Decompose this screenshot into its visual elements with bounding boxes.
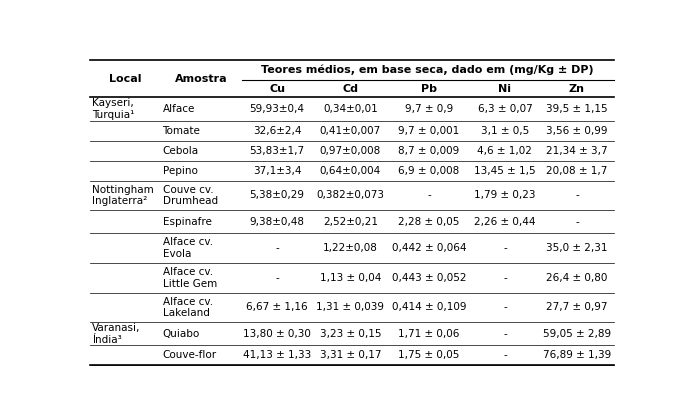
Text: Ni: Ni: [498, 84, 512, 94]
Text: 0,382±0,073: 0,382±0,073: [316, 190, 385, 200]
Text: 39,5 ± 1,15: 39,5 ± 1,15: [546, 104, 608, 114]
Text: Alface cv.
Little Gem: Alface cv. Little Gem: [162, 267, 217, 288]
Text: -: -: [503, 273, 507, 283]
Text: Teores médios, em base seca, dado em (mg/Kg ± DP): Teores médios, em base seca, dado em (mg…: [262, 64, 594, 75]
Text: 8,7 ± 0,009: 8,7 ± 0,009: [398, 145, 460, 155]
Text: 27,7 ± 0,97: 27,7 ± 0,97: [546, 302, 608, 312]
Text: 6,3 ± 0,07: 6,3 ± 0,07: [477, 104, 532, 114]
Text: Cd: Cd: [342, 84, 358, 94]
Text: 13,80 ± 0,30: 13,80 ± 0,30: [243, 329, 311, 339]
Text: 1,13 ± 0,04: 1,13 ± 0,04: [320, 273, 381, 283]
Text: 1,31 ± 0,039: 1,31 ± 0,039: [316, 302, 385, 312]
Text: Local: Local: [109, 74, 141, 84]
Text: 0,97±0,008: 0,97±0,008: [320, 145, 381, 155]
Text: 32,6±2,4: 32,6±2,4: [253, 126, 301, 135]
Text: Alface: Alface: [162, 104, 195, 114]
Text: 0,443 ± 0,052: 0,443 ± 0,052: [391, 273, 466, 283]
Text: -: -: [275, 273, 279, 283]
Text: -: -: [503, 350, 507, 360]
Text: 13,45 ± 1,5: 13,45 ± 1,5: [474, 166, 536, 176]
Text: 6,9 ± 0,008: 6,9 ± 0,008: [398, 166, 460, 176]
Text: -: -: [575, 190, 579, 200]
Text: 59,05 ± 2,89: 59,05 ± 2,89: [543, 329, 611, 339]
Text: 1,75 ± 0,05: 1,75 ± 0,05: [398, 350, 460, 360]
Text: Couve cv.
Drumhead: Couve cv. Drumhead: [162, 184, 218, 206]
Text: 9,7 ± 0,9: 9,7 ± 0,9: [405, 104, 453, 114]
Point: [238, 77, 246, 82]
Text: 21,34 ± 3,7: 21,34 ± 3,7: [546, 145, 608, 155]
Text: -: -: [427, 190, 431, 200]
Text: 3,31 ± 0,17: 3,31 ± 0,17: [320, 350, 381, 360]
Text: Varanasi,
Índia³: Varanasi, Índia³: [92, 323, 140, 344]
Text: 2,52±0,21: 2,52±0,21: [323, 217, 378, 227]
Text: 0,34±0,01: 0,34±0,01: [323, 104, 378, 114]
Text: -: -: [275, 243, 279, 253]
Text: 9,38±0,48: 9,38±0,48: [249, 217, 304, 227]
Text: -: -: [503, 302, 507, 312]
Text: Kayseri,
Turquia¹: Kayseri, Turquia¹: [92, 98, 135, 120]
Text: 76,89 ± 1,39: 76,89 ± 1,39: [543, 350, 611, 360]
Text: 3,1 ± 0,5: 3,1 ± 0,5: [481, 126, 529, 135]
Text: Cu: Cu: [269, 84, 285, 94]
Text: 1,22±0,08: 1,22±0,08: [323, 243, 378, 253]
Text: Nottingham
Inglaterra²: Nottingham Inglaterra²: [92, 184, 153, 206]
Text: 1,71 ± 0,06: 1,71 ± 0,06: [398, 329, 460, 339]
Text: 0,414 ± 0,109: 0,414 ± 0,109: [391, 302, 466, 312]
Text: 9,7 ± 0,001: 9,7 ± 0,001: [398, 126, 460, 135]
Text: 0,442 ± 0,064: 0,442 ± 0,064: [391, 243, 466, 253]
Text: Cebola: Cebola: [162, 145, 199, 155]
Text: Zn: Zn: [569, 84, 585, 94]
Text: 41,13 ± 1,33: 41,13 ± 1,33: [243, 350, 311, 360]
Text: Tomate: Tomate: [162, 126, 201, 135]
Text: 3,23 ± 0,15: 3,23 ± 0,15: [320, 329, 381, 339]
Text: Alface cv.
Evola: Alface cv. Evola: [162, 237, 213, 259]
Text: Alface cv.
Lakeland: Alface cv. Lakeland: [162, 296, 213, 318]
Text: 2,26 ± 0,44: 2,26 ± 0,44: [474, 217, 535, 227]
Text: -: -: [503, 329, 507, 339]
Text: 0,64±0,004: 0,64±0,004: [320, 166, 381, 176]
Point: [610, 77, 618, 82]
Text: 35,0 ± 2,31: 35,0 ± 2,31: [546, 243, 608, 253]
Text: Pb: Pb: [421, 84, 437, 94]
Text: Amostra: Amostra: [175, 74, 227, 84]
Text: -: -: [503, 243, 507, 253]
Text: 6,67 ± 1,16: 6,67 ± 1,16: [246, 302, 308, 312]
Text: 5,38±0,29: 5,38±0,29: [249, 190, 304, 200]
Text: Pepino: Pepino: [162, 166, 197, 176]
Text: 4,6 ± 1,02: 4,6 ± 1,02: [477, 145, 533, 155]
Text: 37,1±3,4: 37,1±3,4: [253, 166, 301, 176]
Text: 26,4 ± 0,80: 26,4 ± 0,80: [546, 273, 608, 283]
Text: 59,93±0,4: 59,93±0,4: [249, 104, 304, 114]
Text: 2,28 ± 0,05: 2,28 ± 0,05: [398, 217, 460, 227]
Text: 1,79 ± 0,23: 1,79 ± 0,23: [474, 190, 535, 200]
Text: Couve-flor: Couve-flor: [162, 350, 217, 360]
Text: Espinafre: Espinafre: [162, 217, 212, 227]
Text: 3,56 ± 0,99: 3,56 ± 0,99: [546, 126, 608, 135]
Text: 20,08 ± 1,7: 20,08 ± 1,7: [546, 166, 608, 176]
Text: -: -: [575, 217, 579, 227]
Text: Quiabo: Quiabo: [162, 329, 200, 339]
Text: 0,41±0,007: 0,41±0,007: [320, 126, 381, 135]
Text: 53,83±1,7: 53,83±1,7: [249, 145, 305, 155]
